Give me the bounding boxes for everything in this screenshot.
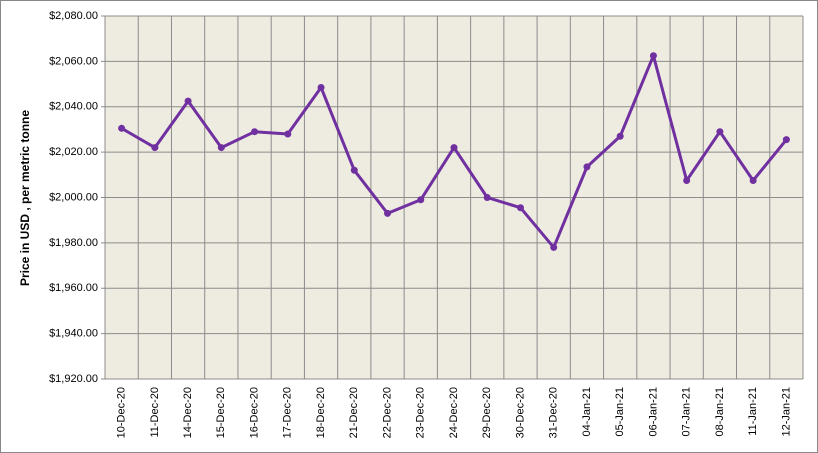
x-tick-label: 15-Dec-20 bbox=[215, 387, 227, 438]
data-point bbox=[350, 166, 358, 174]
y-axis-title: Price in USD , per metric tonne bbox=[18, 110, 32, 286]
x-tick-label: 05-Jan-21 bbox=[614, 387, 626, 437]
y-tick-label: $1,940.00 bbox=[49, 328, 98, 340]
x-tick-label: 30-Dec-20 bbox=[514, 387, 526, 438]
x-tick-label: 08-Jan-21 bbox=[714, 387, 726, 437]
x-tick-label: 16-Dec-20 bbox=[248, 387, 260, 438]
data-point bbox=[184, 97, 192, 105]
data-point bbox=[450, 144, 458, 152]
data-point bbox=[417, 196, 425, 204]
x-tick-label: 06-Jan-21 bbox=[647, 387, 659, 437]
y-tick-label: $2,080.00 bbox=[49, 10, 98, 22]
data-point bbox=[716, 128, 724, 136]
data-point bbox=[583, 163, 591, 171]
data-point bbox=[217, 144, 225, 152]
data-point bbox=[550, 243, 558, 251]
x-tick-label: 24-Dec-20 bbox=[448, 387, 460, 438]
x-tick-label: 07-Jan-21 bbox=[681, 387, 693, 437]
data-point bbox=[151, 144, 159, 152]
data-point bbox=[284, 130, 292, 138]
x-tick-label: 21-Dec-20 bbox=[348, 387, 360, 438]
data-point bbox=[782, 136, 790, 144]
data-point bbox=[616, 132, 624, 140]
y-tick-label: $1,980.00 bbox=[49, 237, 98, 249]
y-tick-label: $1,920.00 bbox=[49, 373, 98, 385]
data-point bbox=[649, 52, 657, 60]
x-tick-label: 11-Dec-20 bbox=[149, 387, 161, 438]
data-point bbox=[749, 176, 757, 184]
x-tick-label: 23-Dec-20 bbox=[415, 387, 427, 438]
x-tick-label: 14-Dec-20 bbox=[182, 387, 194, 438]
data-point bbox=[516, 204, 524, 212]
data-point bbox=[118, 124, 126, 132]
x-tick-label: 12-Jan-21 bbox=[780, 387, 792, 437]
x-tick-label: 11-Jan-21 bbox=[747, 387, 759, 436]
x-tick-label: 04-Jan-21 bbox=[581, 387, 593, 437]
x-tick-label: 31-Dec-20 bbox=[548, 387, 560, 438]
data-point bbox=[251, 128, 259, 136]
x-tick-label: 29-Dec-20 bbox=[481, 387, 493, 438]
y-tick-label: $2,060.00 bbox=[49, 55, 98, 67]
data-point bbox=[384, 209, 392, 217]
y-tick-label: $2,000.00 bbox=[49, 191, 98, 203]
data-point bbox=[683, 176, 691, 184]
x-tick-label: 18-Dec-20 bbox=[315, 387, 327, 438]
x-tick-label: 17-Dec-20 bbox=[282, 387, 294, 438]
y-tick-label: $1,960.00 bbox=[49, 282, 98, 294]
data-point bbox=[317, 83, 325, 91]
x-tick-label: 22-Dec-20 bbox=[381, 387, 393, 438]
data-point bbox=[483, 194, 491, 201]
y-tick-label: $2,020.00 bbox=[49, 146, 98, 158]
y-tick-label: $2,040.00 bbox=[49, 101, 98, 113]
x-tick-label: 10-Dec-20 bbox=[116, 387, 128, 438]
